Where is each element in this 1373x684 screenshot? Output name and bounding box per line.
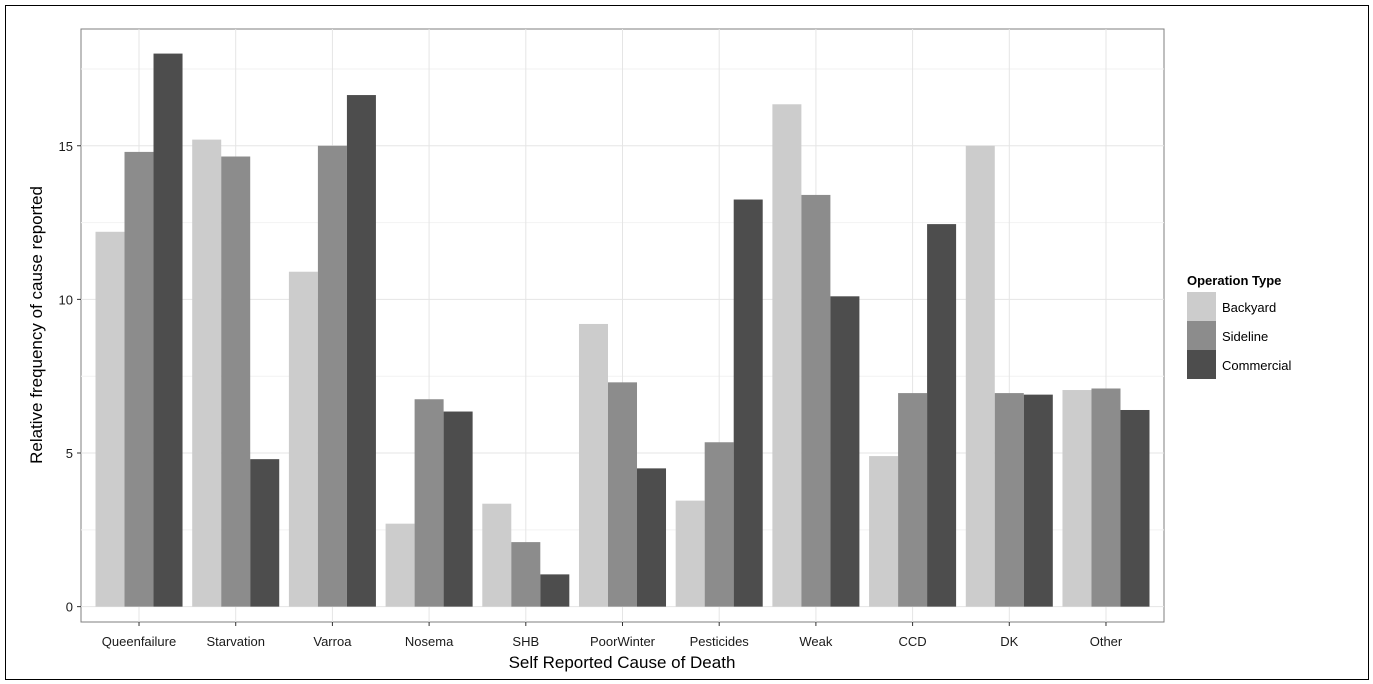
legend-label-commercial: Commercial (1222, 358, 1291, 373)
x-tick-label-pesticides: Pesticides (690, 634, 750, 649)
bar-sideline-poorwinter (607, 382, 638, 607)
bar-backyard-shb (482, 503, 512, 607)
x-tick-label-starvation: Starvation (206, 634, 265, 649)
bar-commercial-starvation (250, 459, 280, 607)
bar-commercial-queenfailure (153, 53, 183, 607)
bar-sideline-other (1091, 388, 1121, 607)
x-tick-label-queenfailure: Queenfailure (102, 634, 176, 649)
legend-key-backyard (1187, 292, 1216, 321)
bar-sideline-shb (511, 542, 541, 607)
bar-sideline-weak (801, 194, 831, 607)
bar-backyard-other (1062, 390, 1092, 607)
bar-sideline-pesticides (704, 442, 734, 607)
bar-backyard-pesticides (675, 500, 705, 607)
bar-backyard-dk (965, 145, 995, 607)
bar-commercial-ccd (927, 224, 957, 607)
x-axis-title: Self Reported Cause of Death (509, 653, 736, 672)
legend-key-commercial (1187, 350, 1216, 379)
bar-commercial-poorwinter (637, 468, 667, 607)
bar-backyard-starvation (192, 139, 222, 607)
y-tick-label: 0 (66, 600, 73, 615)
bar-commercial-dk (1023, 394, 1053, 607)
legend-label-sideline: Sideline (1222, 329, 1268, 344)
bar-backyard-varroa (288, 271, 318, 607)
x-tick-label-other: Other (1090, 634, 1123, 649)
legend: Operation Type Backyard Sideline Commercia… (1187, 273, 1291, 379)
y-tick-label: 15 (59, 139, 73, 154)
x-tick-label-poorwinter: PoorWinter (590, 634, 656, 649)
x-tick-label-varroa: Varroa (313, 634, 352, 649)
bar-sideline-dk (994, 393, 1024, 607)
x-tick-label-weak: Weak (799, 634, 832, 649)
bar-sideline-queenfailure (124, 151, 154, 607)
bar-backyard-weak (772, 104, 802, 607)
bar-backyard-nosema (385, 523, 415, 607)
bar-backyard-poorwinter (578, 323, 608, 607)
x-tick-label-nosema: Nosema (405, 634, 454, 649)
bar-commercial-varroa (346, 95, 376, 607)
bar-commercial-pesticides (733, 199, 763, 607)
figure-frame (5, 5, 1369, 680)
bar-commercial-other (1120, 409, 1150, 607)
bar-sideline-nosema (414, 399, 444, 607)
x-tick-label-dk: DK (1000, 634, 1018, 649)
legend-key-sideline (1187, 321, 1216, 350)
bar-sideline-varroa (317, 145, 347, 607)
y-axis-ticks: 0 5 10 15 (59, 139, 81, 615)
bar-backyard-queenfailure (95, 231, 125, 607)
x-tick-label-shb: SHB (512, 634, 539, 649)
y-axis-title: Relative frequency of cause reported (27, 186, 46, 464)
x-tick-label-ccd: CCD (899, 634, 927, 649)
legend-title: Operation Type (1187, 273, 1281, 288)
x-axis-ticks: Queenfailure Starvation Varroa Nosema SHB Poo… (102, 622, 1123, 649)
y-tick-label: 5 (66, 446, 73, 461)
bar-commercial-weak (830, 296, 860, 607)
bar-sideline-starvation (221, 156, 251, 607)
legend-label-backyard: Backyard (1222, 300, 1276, 315)
bar-commercial-nosema (443, 411, 473, 607)
bars (95, 53, 1150, 607)
bar-backyard-ccd (869, 456, 899, 607)
bar-sideline-ccd (898, 393, 928, 607)
y-tick-label: 10 (59, 292, 73, 307)
bar-commercial-shb (540, 574, 570, 607)
